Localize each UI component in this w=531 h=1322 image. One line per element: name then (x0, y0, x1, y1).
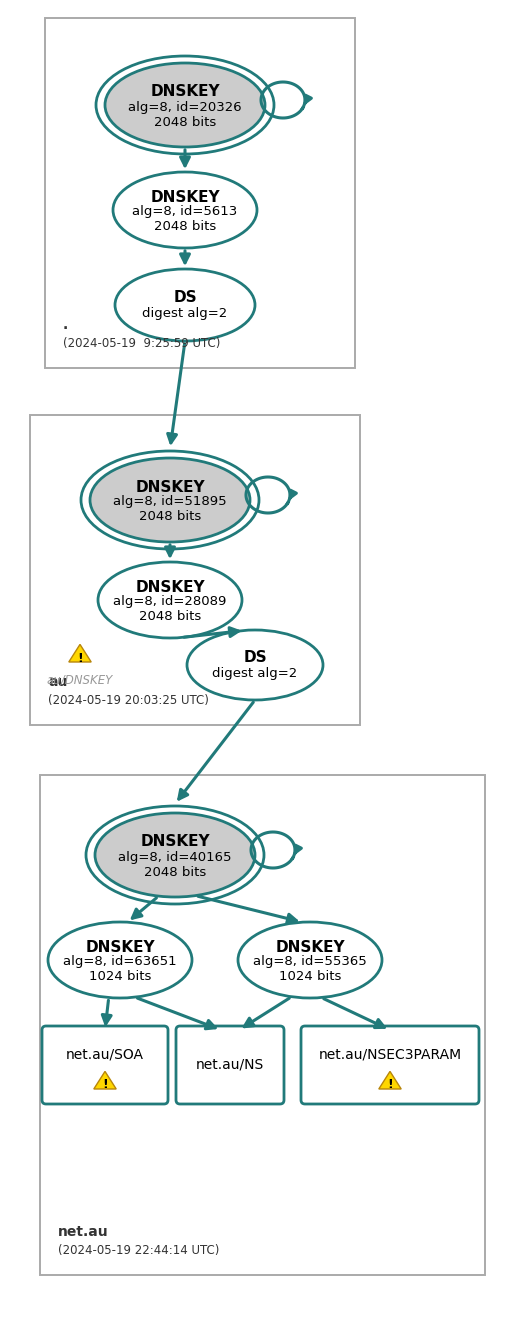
Polygon shape (379, 1071, 401, 1089)
Text: DNSKEY: DNSKEY (85, 940, 155, 954)
Text: (2024-05-19 22:44:14 UTC): (2024-05-19 22:44:14 UTC) (58, 1244, 219, 1257)
Text: alg=8, id=51895: alg=8, id=51895 (113, 496, 227, 509)
Text: net.au/NSEC3PARAM: net.au/NSEC3PARAM (319, 1048, 461, 1062)
Polygon shape (94, 1071, 116, 1089)
Text: net.au/NS: net.au/NS (196, 1058, 264, 1072)
Ellipse shape (105, 63, 265, 147)
Text: digest alg=2: digest alg=2 (142, 307, 228, 320)
Ellipse shape (187, 631, 323, 701)
FancyBboxPatch shape (42, 1026, 168, 1104)
Text: net.au/SOA: net.au/SOA (66, 1048, 144, 1062)
Text: .: . (63, 319, 68, 332)
Ellipse shape (98, 562, 242, 639)
FancyBboxPatch shape (176, 1026, 284, 1104)
Ellipse shape (113, 172, 257, 249)
Text: DNSKEY: DNSKEY (150, 189, 220, 205)
Text: 1024 bits: 1024 bits (279, 970, 341, 984)
Ellipse shape (48, 921, 192, 998)
Text: DNSKEY: DNSKEY (135, 579, 205, 595)
Text: net.au: net.au (58, 1225, 109, 1239)
FancyBboxPatch shape (45, 19, 355, 368)
FancyBboxPatch shape (40, 775, 485, 1274)
Ellipse shape (115, 268, 255, 341)
Text: DNSKEY: DNSKEY (275, 940, 345, 954)
Text: DNSKEY: DNSKEY (135, 480, 205, 494)
FancyBboxPatch shape (301, 1026, 479, 1104)
Text: au: au (48, 676, 67, 689)
Text: DS: DS (243, 649, 267, 665)
Ellipse shape (238, 921, 382, 998)
Text: 2048 bits: 2048 bits (154, 221, 216, 234)
Text: !: ! (77, 652, 83, 665)
Text: digest alg=2: digest alg=2 (212, 666, 297, 680)
Text: (2024-05-19 20:03:25 UTC): (2024-05-19 20:03:25 UTC) (48, 694, 209, 707)
Text: alg=8, id=63651: alg=8, id=63651 (63, 956, 177, 969)
Text: DS: DS (173, 290, 197, 304)
Text: !: ! (102, 1079, 108, 1092)
Text: alg=8, id=20326: alg=8, id=20326 (128, 100, 242, 114)
Text: 2048 bits: 2048 bits (139, 611, 201, 624)
Text: 2048 bits: 2048 bits (139, 510, 201, 524)
Text: au/DNSKEY: au/DNSKEY (47, 673, 113, 686)
Ellipse shape (95, 813, 255, 898)
Text: alg=8, id=40165: alg=8, id=40165 (118, 850, 232, 863)
Text: alg=8, id=28089: alg=8, id=28089 (113, 595, 227, 608)
FancyBboxPatch shape (30, 415, 360, 724)
Ellipse shape (90, 457, 250, 542)
Text: 2048 bits: 2048 bits (154, 115, 216, 128)
Text: !: ! (387, 1079, 393, 1092)
Text: (2024-05-19  9:25:59 UTC): (2024-05-19 9:25:59 UTC) (63, 337, 220, 350)
Text: 2048 bits: 2048 bits (144, 866, 206, 879)
Text: DNSKEY: DNSKEY (140, 834, 210, 850)
Text: alg=8, id=55365: alg=8, id=55365 (253, 956, 367, 969)
Text: alg=8, id=5613: alg=8, id=5613 (132, 205, 238, 218)
Text: DNSKEY: DNSKEY (150, 85, 220, 99)
Text: 1024 bits: 1024 bits (89, 970, 151, 984)
Polygon shape (69, 644, 91, 662)
